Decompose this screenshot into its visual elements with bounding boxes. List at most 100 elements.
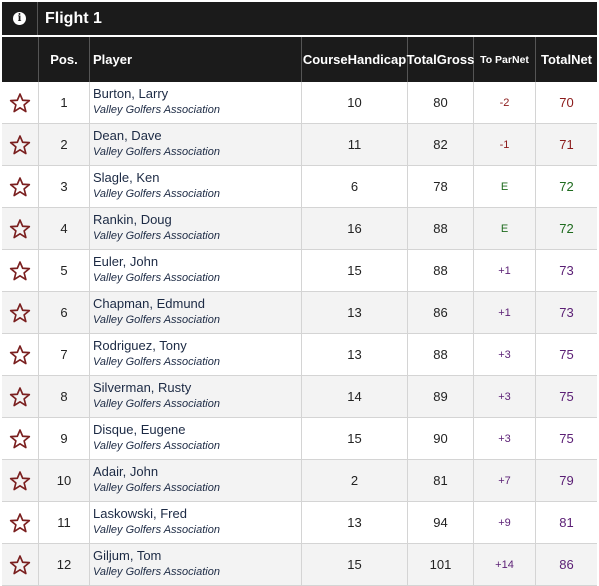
total-gross: 78 xyxy=(408,166,474,207)
flight-title: Flight 1 xyxy=(45,10,102,27)
favorite-button[interactable] xyxy=(2,460,39,501)
info-button[interactable]: i xyxy=(2,2,38,35)
favorite-button[interactable] xyxy=(2,418,39,459)
favorite-button[interactable] xyxy=(2,376,39,417)
player-cell[interactable]: Slagle, Ken Valley Golfers Association xyxy=(90,166,302,207)
header-favorite xyxy=(2,37,39,82)
favorite-button[interactable] xyxy=(2,166,39,207)
player-cell[interactable]: Chapman, Edmund Valley Golfers Associati… xyxy=(90,292,302,333)
to-par-net: +1 xyxy=(474,292,536,333)
favorite-button[interactable] xyxy=(2,502,39,543)
player-cell[interactable]: Adair, John Valley Golfers Association xyxy=(90,460,302,501)
header-total-gross-line1: Total xyxy=(406,52,437,67)
player-name[interactable]: Giljum, Tom xyxy=(93,548,162,563)
to-par-net: E xyxy=(474,166,536,207)
table-row[interactable]: 9 Disque, Eugene Valley Golfers Associat… xyxy=(2,418,597,460)
header-course-handicap-line2: Handicap xyxy=(347,52,407,67)
to-par-net: -2 xyxy=(474,82,536,123)
favorite-button[interactable] xyxy=(2,544,39,585)
player-name[interactable]: Euler, John xyxy=(93,254,159,269)
player-association: Valley Golfers Association xyxy=(93,440,220,452)
table-row[interactable]: 8 Silverman, Rusty Valley Golfers Associ… xyxy=(2,376,597,418)
header-pos[interactable]: Pos. xyxy=(39,37,90,82)
player-cell[interactable]: Dean, Dave Valley Golfers Association xyxy=(90,124,302,165)
header-to-par-net-line2: Net xyxy=(511,53,529,66)
header-course-handicap[interactable]: Course Handicap xyxy=(302,37,408,82)
player-cell[interactable]: Silverman, Rusty Valley Golfers Associat… xyxy=(90,376,302,417)
to-par-net: +1 xyxy=(474,250,536,291)
total-net: 73 xyxy=(559,263,574,278)
table-row[interactable]: 6 Chapman, Edmund Valley Golfers Associa… xyxy=(2,292,597,334)
course-handicap: 16 xyxy=(302,208,408,249)
player-association: Valley Golfers Association xyxy=(93,566,220,578)
to-par-net: E xyxy=(474,208,536,249)
position: 10 xyxy=(39,460,90,501)
player-name[interactable]: Rodriguez, Tony xyxy=(93,338,187,353)
info-icon: i xyxy=(13,12,26,25)
favorite-button[interactable] xyxy=(2,82,39,123)
header-total-net[interactable]: Total Net xyxy=(536,37,597,82)
star-icon xyxy=(9,344,31,364)
position: 3 xyxy=(39,166,90,207)
player-name[interactable]: Dean, Dave xyxy=(93,128,162,143)
player-name[interactable]: Disque, Eugene xyxy=(93,422,186,437)
player-association: Valley Golfers Association xyxy=(93,146,220,158)
position: 5 xyxy=(39,250,90,291)
total-net: 73 xyxy=(559,305,574,320)
player-cell[interactable]: Burton, Larry Valley Golfers Association xyxy=(90,82,302,123)
total-gross: 89 xyxy=(408,376,474,417)
favorite-button[interactable] xyxy=(2,292,39,333)
player-name[interactable]: Silverman, Rusty xyxy=(93,380,192,395)
player-cell[interactable]: Disque, Eugene Valley Golfers Associatio… xyxy=(90,418,302,459)
position: 12 xyxy=(39,544,90,585)
favorite-button[interactable] xyxy=(2,124,39,165)
player-name[interactable]: Chapman, Edmund xyxy=(93,296,206,311)
player-cell[interactable]: Giljum, Tom Valley Golfers Association xyxy=(90,544,302,585)
player-cell[interactable]: Rodriguez, Tony Valley Golfers Associati… xyxy=(90,334,302,375)
table-row[interactable]: 3 Slagle, Ken Valley Golfers Association… xyxy=(2,166,597,208)
total-gross: 101 xyxy=(408,544,474,585)
total-gross: 86 xyxy=(408,292,474,333)
course-handicap: 2 xyxy=(302,460,408,501)
player-association: Valley Golfers Association xyxy=(93,524,220,536)
to-par-net: -1 xyxy=(474,124,536,165)
table-row[interactable]: 4 Rankin, Doug Valley Golfers Associatio… xyxy=(2,208,597,250)
star-icon xyxy=(9,302,31,322)
table-row[interactable]: 2 Dean, Dave Valley Golfers Association … xyxy=(2,124,597,166)
to-par-net: +9 xyxy=(474,502,536,543)
header-to-par-net[interactable]: To Par Net xyxy=(474,37,536,82)
player-name[interactable]: Rankin, Doug xyxy=(93,212,172,227)
favorite-button[interactable] xyxy=(2,250,39,291)
favorite-button[interactable] xyxy=(2,334,39,375)
player-cell[interactable]: Euler, John Valley Golfers Association xyxy=(90,250,302,291)
player-name[interactable]: Burton, Larry xyxy=(93,86,169,101)
table-row[interactable]: 10 Adair, John Valley Golfers Associatio… xyxy=(2,460,597,502)
player-name[interactable]: Adair, John xyxy=(93,464,159,479)
star-icon xyxy=(9,554,31,574)
table-row[interactable]: 5 Euler, John Valley Golfers Association… xyxy=(2,250,597,292)
table-row[interactable]: 1 Burton, Larry Valley Golfers Associati… xyxy=(2,82,597,124)
to-par-net: +3 xyxy=(474,376,536,417)
table-row[interactable]: 7 Rodriguez, Tony Valley Golfers Associa… xyxy=(2,334,597,376)
course-handicap: 15 xyxy=(302,418,408,459)
player-association: Valley Golfers Association xyxy=(93,398,220,410)
favorite-button[interactable] xyxy=(2,208,39,249)
course-handicap: 15 xyxy=(302,544,408,585)
total-net: 75 xyxy=(559,431,574,446)
total-net: 75 xyxy=(559,389,574,404)
course-handicap: 11 xyxy=(302,124,408,165)
player-cell[interactable]: Laskowski, Fred Valley Golfers Associati… xyxy=(90,502,302,543)
table-row[interactable]: 12 Giljum, Tom Valley Golfers Associatio… xyxy=(2,544,597,586)
position: 2 xyxy=(39,124,90,165)
player-cell[interactable]: Rankin, Doug Valley Golfers Association xyxy=(90,208,302,249)
total-net: 72 xyxy=(559,179,574,194)
total-net: 71 xyxy=(559,137,574,152)
header-total-gross[interactable]: Total Gross xyxy=(406,37,474,82)
flight-header: i Flight 1 xyxy=(2,2,597,35)
total-net: 70 xyxy=(559,95,574,110)
player-name[interactable]: Laskowski, Fred xyxy=(93,506,187,521)
player-name[interactable]: Slagle, Ken xyxy=(93,170,160,185)
table-row[interactable]: 11 Laskowski, Fred Valley Golfers Associ… xyxy=(2,502,597,544)
total-gross: 82 xyxy=(408,124,474,165)
header-player[interactable]: Player xyxy=(90,37,302,82)
